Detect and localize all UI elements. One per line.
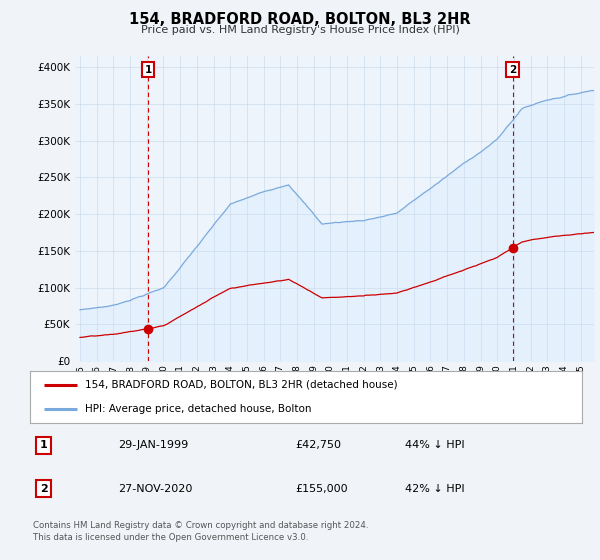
Text: £155,000: £155,000 — [295, 484, 347, 494]
Text: £42,750: £42,750 — [295, 440, 341, 450]
Text: 2: 2 — [509, 65, 516, 74]
Text: 27-NOV-2020: 27-NOV-2020 — [118, 484, 193, 494]
Text: Contains HM Land Registry data © Crown copyright and database right 2024.
This d: Contains HM Land Registry data © Crown c… — [33, 521, 368, 542]
Text: HPI: Average price, detached house, Bolton: HPI: Average price, detached house, Bolt… — [85, 404, 312, 414]
Text: 42% ↓ HPI: 42% ↓ HPI — [406, 484, 465, 494]
Text: 29-JAN-1999: 29-JAN-1999 — [118, 440, 188, 450]
Text: 2: 2 — [40, 484, 47, 494]
Text: 1: 1 — [145, 65, 152, 74]
Text: Price paid vs. HM Land Registry's House Price Index (HPI): Price paid vs. HM Land Registry's House … — [140, 25, 460, 35]
Text: 154, BRADFORD ROAD, BOLTON, BL3 2HR: 154, BRADFORD ROAD, BOLTON, BL3 2HR — [129, 12, 471, 27]
Text: 154, BRADFORD ROAD, BOLTON, BL3 2HR (detached house): 154, BRADFORD ROAD, BOLTON, BL3 2HR (det… — [85, 380, 398, 390]
Text: 1: 1 — [40, 440, 47, 450]
Text: 44% ↓ HPI: 44% ↓ HPI — [406, 440, 465, 450]
